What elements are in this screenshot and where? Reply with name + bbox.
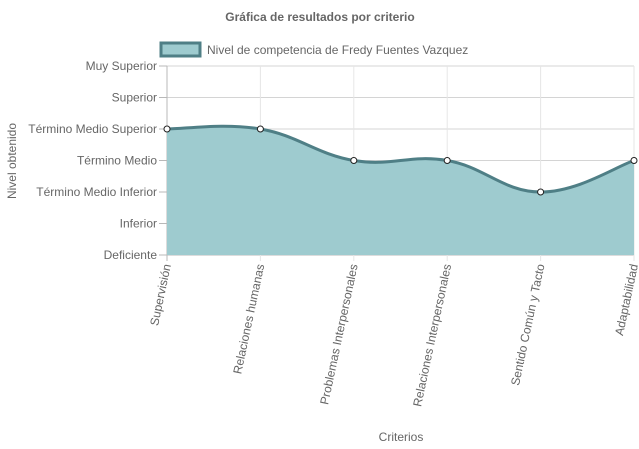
x-tick-label: Problemas Interpersonales [317,263,361,406]
series-line [166,124,635,194]
data-point[interactable] [163,125,171,133]
y-axis-ticks: Deficiente Inferior Término Medio Inferior… [28,59,157,262]
data-point[interactable] [350,157,358,164]
x-axis-title: Criterios [379,430,424,444]
data-point[interactable] [443,157,451,164]
x-tick-label: Relaciones Interpersonales [410,263,454,408]
x-tick-label: Adaptabilidad [612,263,639,337]
y-tick-label: Inferior [120,217,157,231]
y-axis-title: Nivel obtenido [5,123,19,199]
y-tick-label: Término Medio [77,154,157,168]
x-tick-label: Relaciones humanas [230,263,267,376]
chart-title: Gráfica de resultados por criterio [225,10,414,24]
data-point[interactable] [630,157,638,164]
y-tick-label: Término Medio Inferior [36,185,157,199]
x-axis-ticks: Supervisión Relaciones humanas Problemas I… [147,262,639,407]
data-point[interactable] [256,125,264,133]
x-tick-label: Supervisión [147,263,174,327]
y-tick-label: Término Medio Superior [28,122,157,136]
y-tick-label: Muy Superior [86,59,157,73]
series-area [167,126,634,255]
legend-label: Nivel de competencia de Fredy Fuentes Va… [207,43,468,57]
y-tick-label: Deficiente [104,248,158,262]
y-tick-label: Superior [112,91,157,105]
data-point[interactable] [537,188,545,196]
x-tick-label: Sentido Común y Tacto [508,262,548,386]
legend: Nivel de competencia de Fredy Fuentes Va… [159,41,468,58]
legend-swatch [159,41,202,58]
data-layer [163,124,638,255]
